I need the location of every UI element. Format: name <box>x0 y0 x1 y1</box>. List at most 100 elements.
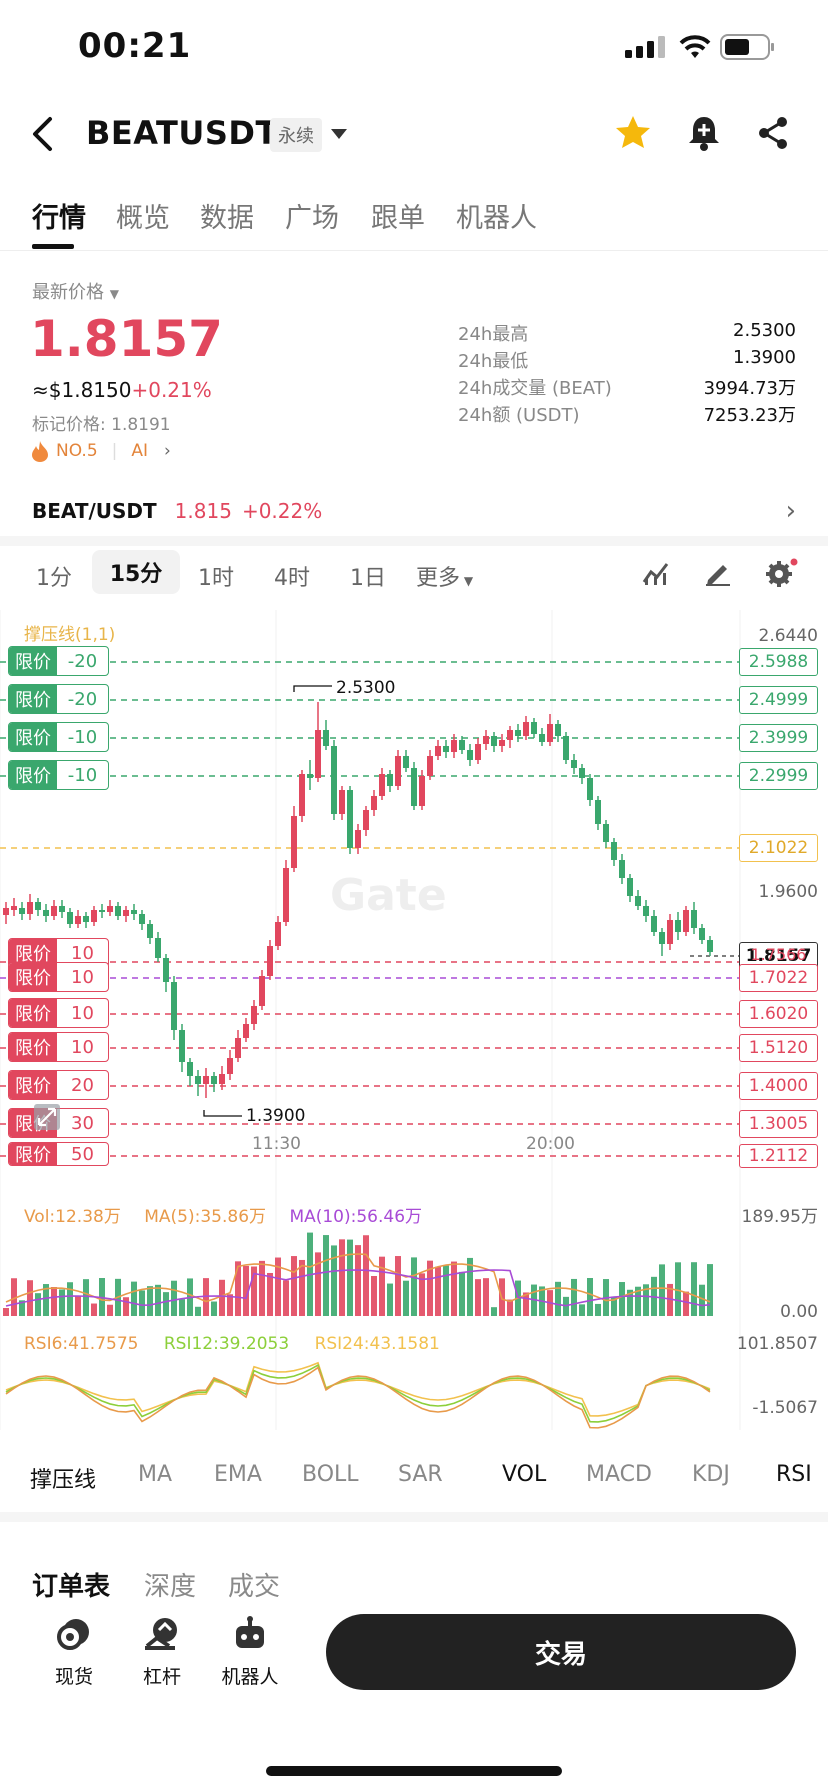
fire-icon <box>32 441 48 462</box>
tab-market[interactable]: 行情 <box>32 203 86 234</box>
candle-body <box>643 906 649 916</box>
indicator-rsi[interactable]: RSI <box>776 1462 812 1487</box>
pair-dropdown-icon[interactable] <box>330 128 348 140</box>
robot-icon <box>236 1616 264 1648</box>
limit-order-tag[interactable]: 限价 20 <box>8 1070 109 1100</box>
timeframe-15m[interactable]: 15分 <box>92 550 180 594</box>
volume-bar <box>387 1283 393 1316</box>
limit-qty: -20 <box>67 688 98 710</box>
indicator-kdj[interactable]: KDJ <box>692 1462 730 1487</box>
volume-bar <box>171 1280 177 1316</box>
vol-min: 0.00 <box>780 1302 818 1322</box>
volume-bar <box>179 1299 185 1316</box>
vol-value: Vol:12.38万 <box>24 1207 121 1227</box>
nav-spot[interactable]: 现货 <box>44 1616 104 1689</box>
main-tabs: 行情 概览 数据 广场 跟单 机器人 <box>32 196 812 250</box>
stat-label: 24h成交量 (BEAT) <box>458 378 612 399</box>
indicator-chart-icon[interactable] <box>642 560 670 586</box>
candle-body <box>331 746 337 814</box>
volume-bar <box>611 1296 617 1316</box>
volume-bar <box>595 1303 601 1316</box>
tab-order-book[interactable]: 订单表 <box>32 1572 111 1602</box>
volume-bar <box>315 1252 321 1316</box>
expand-arrows-icon[interactable] <box>34 1104 60 1130</box>
indicator-ema[interactable]: EMA <box>214 1462 262 1487</box>
volume-bar <box>123 1297 129 1316</box>
limit-qty: 10 <box>71 942 94 964</box>
volume-bar <box>475 1279 481 1316</box>
limit-order-tag[interactable]: 限价 10 <box>8 998 109 1028</box>
volume-bar <box>427 1260 433 1316</box>
timeframe-1m[interactable]: 1分 <box>36 566 72 591</box>
rsi-max: 101.8507 <box>736 1334 818 1354</box>
tab-depth[interactable]: 深度 <box>144 1572 197 1602</box>
indicator-vol[interactable]: VOL <box>502 1462 547 1487</box>
indicator-ma[interactable]: MA <box>138 1462 173 1487</box>
volume-bar <box>267 1272 273 1316</box>
volume-bar <box>67 1282 73 1316</box>
volume-bar <box>227 1294 233 1316</box>
candle-body <box>627 878 633 896</box>
tab-data[interactable]: 数据 <box>200 203 254 234</box>
status-bar: 00:21 <box>0 0 828 92</box>
price-alert-icon[interactable] <box>686 114 722 152</box>
stats-panel: 24h最高 2.5300 24h最低 1.3900 24h成交量 (BEAT) 399… <box>458 320 796 428</box>
usd-price: ≈$1.8150 <box>32 378 132 402</box>
tab-trades[interactable]: 成交 <box>228 1572 281 1602</box>
pair-title[interactable]: BEATUSDT <box>86 114 278 152</box>
tab-bot[interactable]: 机器人 <box>456 203 537 234</box>
rank-row[interactable]: NO.5 | AI › <box>30 440 171 462</box>
limit-price-tag: 1.2112 <box>739 1144 818 1168</box>
candle-body <box>107 906 113 912</box>
stat-value: 1.3900 <box>733 347 796 368</box>
limit-qty: -10 <box>67 726 98 748</box>
limit-order-tag[interactable]: 限价 -20 <box>8 684 109 714</box>
tab-square[interactable]: 广场 <box>285 203 339 234</box>
share-icon[interactable] <box>756 116 790 150</box>
timeframe-1h[interactable]: 1时 <box>198 566 234 591</box>
limit-order-tag[interactable]: 限价 -10 <box>8 722 109 752</box>
nav-leverage[interactable]: 杠杆 <box>132 1616 192 1689</box>
volume-bar <box>587 1278 593 1316</box>
back-icon[interactable] <box>28 116 56 152</box>
candle-body <box>659 932 665 944</box>
limit-order-tag[interactable]: 限价 -20 <box>8 646 109 676</box>
candle-body <box>203 1076 209 1084</box>
limit-qty: 10 <box>71 1002 94 1024</box>
candle-body <box>371 796 377 810</box>
limit-label: 限价 <box>9 1071 57 1099</box>
limit-label: 限价 <box>9 1143 57 1165</box>
last-price-title[interactable]: 最新价格 ▼ <box>32 278 119 304</box>
usd-price-row: ≈$1.8150+0.21% <box>32 378 212 402</box>
limit-order-tag[interactable]: 限价 -10 <box>8 760 109 790</box>
vol-ma10-line <box>5 1269 711 1307</box>
tab-copy-trading[interactable]: 跟单 <box>371 203 425 234</box>
indicator-boll[interactable]: BOLL <box>302 1462 359 1487</box>
indicator-macd[interactable]: MACD <box>586 1462 652 1487</box>
candle-body <box>619 860 625 878</box>
tab-overview[interactable]: 概览 <box>116 203 170 234</box>
low-marker-line <box>203 1110 242 1117</box>
nav-bot[interactable]: 机器人 <box>214 1616 286 1689</box>
chart-settings-gear-icon[interactable] <box>764 558 798 588</box>
contract-type-badge: 永续 <box>270 118 322 152</box>
kline-chart[interactable]: 撑压线(1,1) Gate 2.6440 1.9600 限价 -20 限价 -20 … <box>0 610 828 1430</box>
limit-order-tag[interactable]: 限价 50 <box>8 1142 109 1166</box>
trade-button[interactable]: 交易 <box>326 1614 796 1690</box>
candle-body <box>155 938 161 958</box>
limit-order-tag[interactable]: 限价 10 <box>8 962 109 992</box>
limit-order-tag[interactable]: 限价 10 <box>8 1032 109 1062</box>
favorite-star-icon[interactable] <box>614 114 652 150</box>
timeframe-more[interactable]: 更多 ▼ <box>416 560 473 592</box>
candle-body <box>499 740 505 746</box>
draw-pencil-icon[interactable] <box>704 560 732 586</box>
timeframe-4h[interactable]: 4时 <box>274 566 310 591</box>
candle-body <box>235 1038 241 1058</box>
spot-pair-row[interactable]: BEAT/USDT 1.815 +0.22% › <box>0 486 828 536</box>
stat-value: 3994.73万 <box>703 378 796 399</box>
candle-body <box>355 830 361 848</box>
indicator-sar[interactable]: SAR <box>398 1462 443 1487</box>
candle-body <box>243 1024 249 1038</box>
timeframe-1d[interactable]: 1日 <box>350 566 386 591</box>
indicator-srl[interactable]: 撑压线 <box>30 1468 97 1493</box>
